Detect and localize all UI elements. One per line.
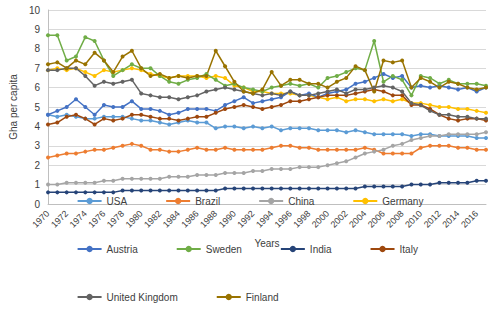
svg-text:1990: 1990 [217,208,238,229]
svg-text:0: 0 [34,199,40,210]
svg-text:Germany: Germany [382,196,423,207]
svg-text:10: 10 [29,5,41,16]
svg-text:1982: 1982 [142,208,163,229]
svg-text:1980: 1980 [124,208,145,229]
svg-text:1986: 1986 [179,208,200,229]
svg-text:1998: 1998 [291,208,312,229]
svg-text:2002: 2002 [329,208,350,229]
svg-text:1976: 1976 [86,208,107,229]
svg-text:USA: USA [107,196,128,207]
svg-text:Austria: Austria [107,244,139,255]
svg-text:7: 7 [34,63,40,74]
svg-text:Finland: Finland [246,292,279,303]
svg-text:1994: 1994 [254,208,275,229]
svg-text:India: India [310,244,332,255]
svg-text:Brazil: Brazil [195,196,220,207]
svg-text:1988: 1988 [198,208,219,229]
svg-text:3: 3 [34,140,40,151]
svg-text:China: China [288,196,315,207]
svg-text:5: 5 [34,102,40,113]
svg-text:2014: 2014 [440,208,461,229]
svg-text:Years: Years [254,238,279,249]
svg-text:1996: 1996 [273,208,294,229]
svg-text:2010: 2010 [403,208,424,229]
svg-text:2000: 2000 [310,208,331,229]
svg-text:United Kingdom: United Kingdom [107,292,178,303]
svg-text:1974: 1974 [68,208,89,229]
svg-text:2016: 2016 [459,208,480,229]
svg-text:1978: 1978 [105,208,126,229]
svg-text:1: 1 [34,179,40,190]
svg-text:6: 6 [34,82,40,93]
svg-text:2006: 2006 [366,208,387,229]
svg-text:8: 8 [34,43,40,54]
svg-text:1970: 1970 [30,208,51,229]
svg-text:2012: 2012 [422,208,443,229]
svg-text:4: 4 [34,121,40,132]
svg-text:1992: 1992 [235,208,256,229]
svg-text:Italy: Italy [400,244,418,255]
svg-text:2: 2 [34,160,40,171]
svg-text:Sweden: Sweden [206,244,242,255]
svg-text:1972: 1972 [49,208,70,229]
svg-text:2008: 2008 [384,208,405,229]
svg-text:1984: 1984 [161,208,182,229]
svg-text:2004: 2004 [347,208,368,229]
svg-text:9: 9 [34,24,40,35]
svg-text:Gha per capita: Gha per capita [8,74,19,140]
